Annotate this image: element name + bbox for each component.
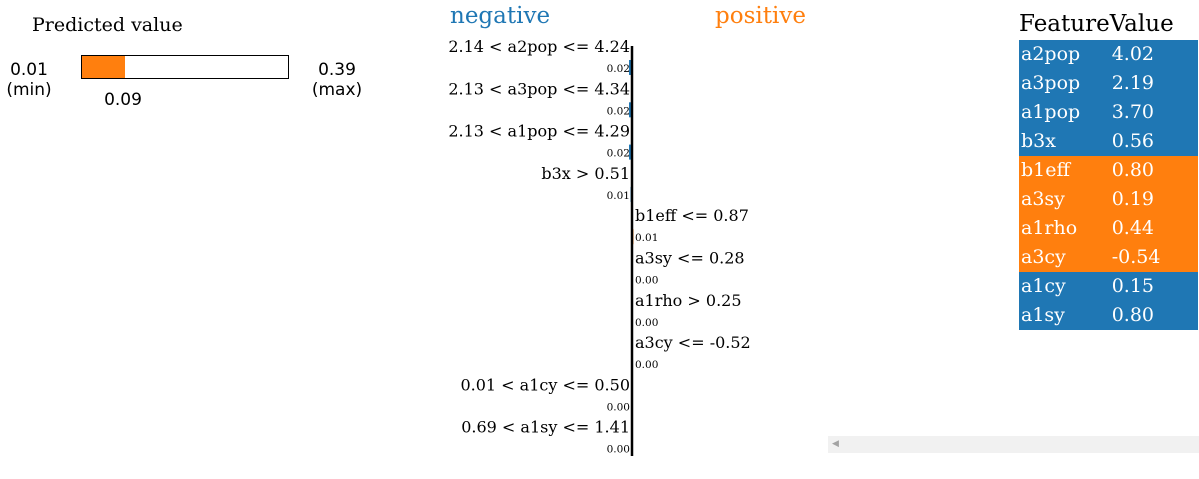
weight-label: 0.00 xyxy=(607,444,630,456)
feature-cell: a2pop xyxy=(1021,43,1081,65)
table-header-row: Feature Value xyxy=(1019,8,1198,40)
weight-label: 0.00 xyxy=(635,275,658,287)
value-column-header: Value xyxy=(1109,11,1174,37)
feature-cell: a1sy xyxy=(1021,304,1065,326)
value-cell: -0.54 xyxy=(1111,246,1161,268)
weight-label: 0.01 xyxy=(607,190,630,202)
feature-cell: a3cy xyxy=(1021,246,1066,268)
weight-label: 0.00 xyxy=(635,317,658,329)
contribution-bar xyxy=(629,60,632,75)
table-row: a1cy 0.15 xyxy=(1019,272,1198,301)
negative-label: negative xyxy=(450,3,551,29)
condition-label: b1eff <= 0.87 xyxy=(635,206,749,225)
contribution-bar xyxy=(629,102,632,118)
value-cell: 0.15 xyxy=(1111,275,1154,297)
table-row: a3sy 0.19 xyxy=(1019,185,1198,214)
feature-cell: b3x xyxy=(1021,130,1056,152)
table-row: a1sy 0.80 xyxy=(1019,301,1198,330)
positive-label: positive xyxy=(715,3,806,29)
table-row: b3x 0.56 xyxy=(1019,127,1198,156)
feature-column-header: Feature xyxy=(1019,11,1110,37)
horizontal-scrollbar[interactable]: ◀ xyxy=(828,436,1199,453)
condition-label: a1rho > 0.25 xyxy=(635,291,742,310)
feature-cell: a3pop xyxy=(1021,72,1081,94)
condition-label: 2.13 < a3pop <= 4.34 xyxy=(448,79,630,98)
value-cell: 0.80 xyxy=(1111,304,1154,326)
weight-label: 0.00 xyxy=(607,401,630,413)
weight-label: 0.00 xyxy=(635,359,658,371)
value-cell: 0.44 xyxy=(1111,217,1154,239)
table-row: a1rho 0.44 xyxy=(1019,214,1198,243)
predicted-min-label: 0.01 (min) xyxy=(6,60,52,100)
value-cell: 0.80 xyxy=(1111,159,1154,181)
condition-label: b3x > 0.51 xyxy=(541,164,630,183)
contribution-chart: 2.14 < a2pop <= 4.24 0.02 2.13 < a3pop <= … xyxy=(448,37,751,456)
condition-label: a3cy <= -0.52 xyxy=(635,333,751,352)
feature-cell: a1rho xyxy=(1021,217,1078,239)
weight-label: 0.02 xyxy=(607,105,630,117)
value-cell: 4.02 xyxy=(1111,43,1154,65)
predicted-value-title: Predicted value xyxy=(32,14,183,36)
value-cell: 2.19 xyxy=(1111,72,1154,94)
table-row: a3cy -0.54 xyxy=(1019,243,1198,272)
table-row: b1eff 0.80 xyxy=(1019,156,1198,185)
table-row: a1pop 3.70 xyxy=(1019,98,1198,127)
value-cell: 0.19 xyxy=(1111,188,1154,210)
value-cell: 3.70 xyxy=(1111,101,1154,123)
predicted-value-bar xyxy=(81,55,289,79)
weight-label: 0.02 xyxy=(607,148,630,160)
feature-cell: a3sy xyxy=(1021,188,1065,210)
weight-label: 0.01 xyxy=(635,232,658,244)
weight-label: 0.02 xyxy=(607,63,630,75)
contribution-bar xyxy=(629,144,632,160)
feature-cell: a1pop xyxy=(1021,101,1081,123)
condition-label: 2.14 < a2pop <= 4.24 xyxy=(448,37,630,56)
predicted-value-label: 0.09 xyxy=(104,90,142,110)
condition-label: a3sy <= 0.28 xyxy=(635,249,745,268)
chevron-left-icon[interactable]: ◀ xyxy=(832,439,839,449)
table-row: a3pop 2.19 xyxy=(1019,69,1198,98)
condition-label: 2.13 < a1pop <= 4.29 xyxy=(448,122,630,141)
feature-value-table: Feature Value a2pop 4.02 a3pop 2.19 a1pop 3.7… xyxy=(1019,8,1198,330)
table-row: a2pop 4.02 xyxy=(1019,40,1198,69)
condition-label: 0.01 < a1cy <= 0.50 xyxy=(460,375,630,394)
predicted-max-label: 0.39 (max) xyxy=(311,60,363,100)
feature-cell: b1eff xyxy=(1021,159,1070,181)
feature-cell: a1cy xyxy=(1021,275,1066,297)
value-cell: 0.56 xyxy=(1111,130,1154,152)
condition-label: 0.69 < a1sy <= 1.41 xyxy=(461,418,630,437)
predicted-value-fill xyxy=(82,56,126,78)
